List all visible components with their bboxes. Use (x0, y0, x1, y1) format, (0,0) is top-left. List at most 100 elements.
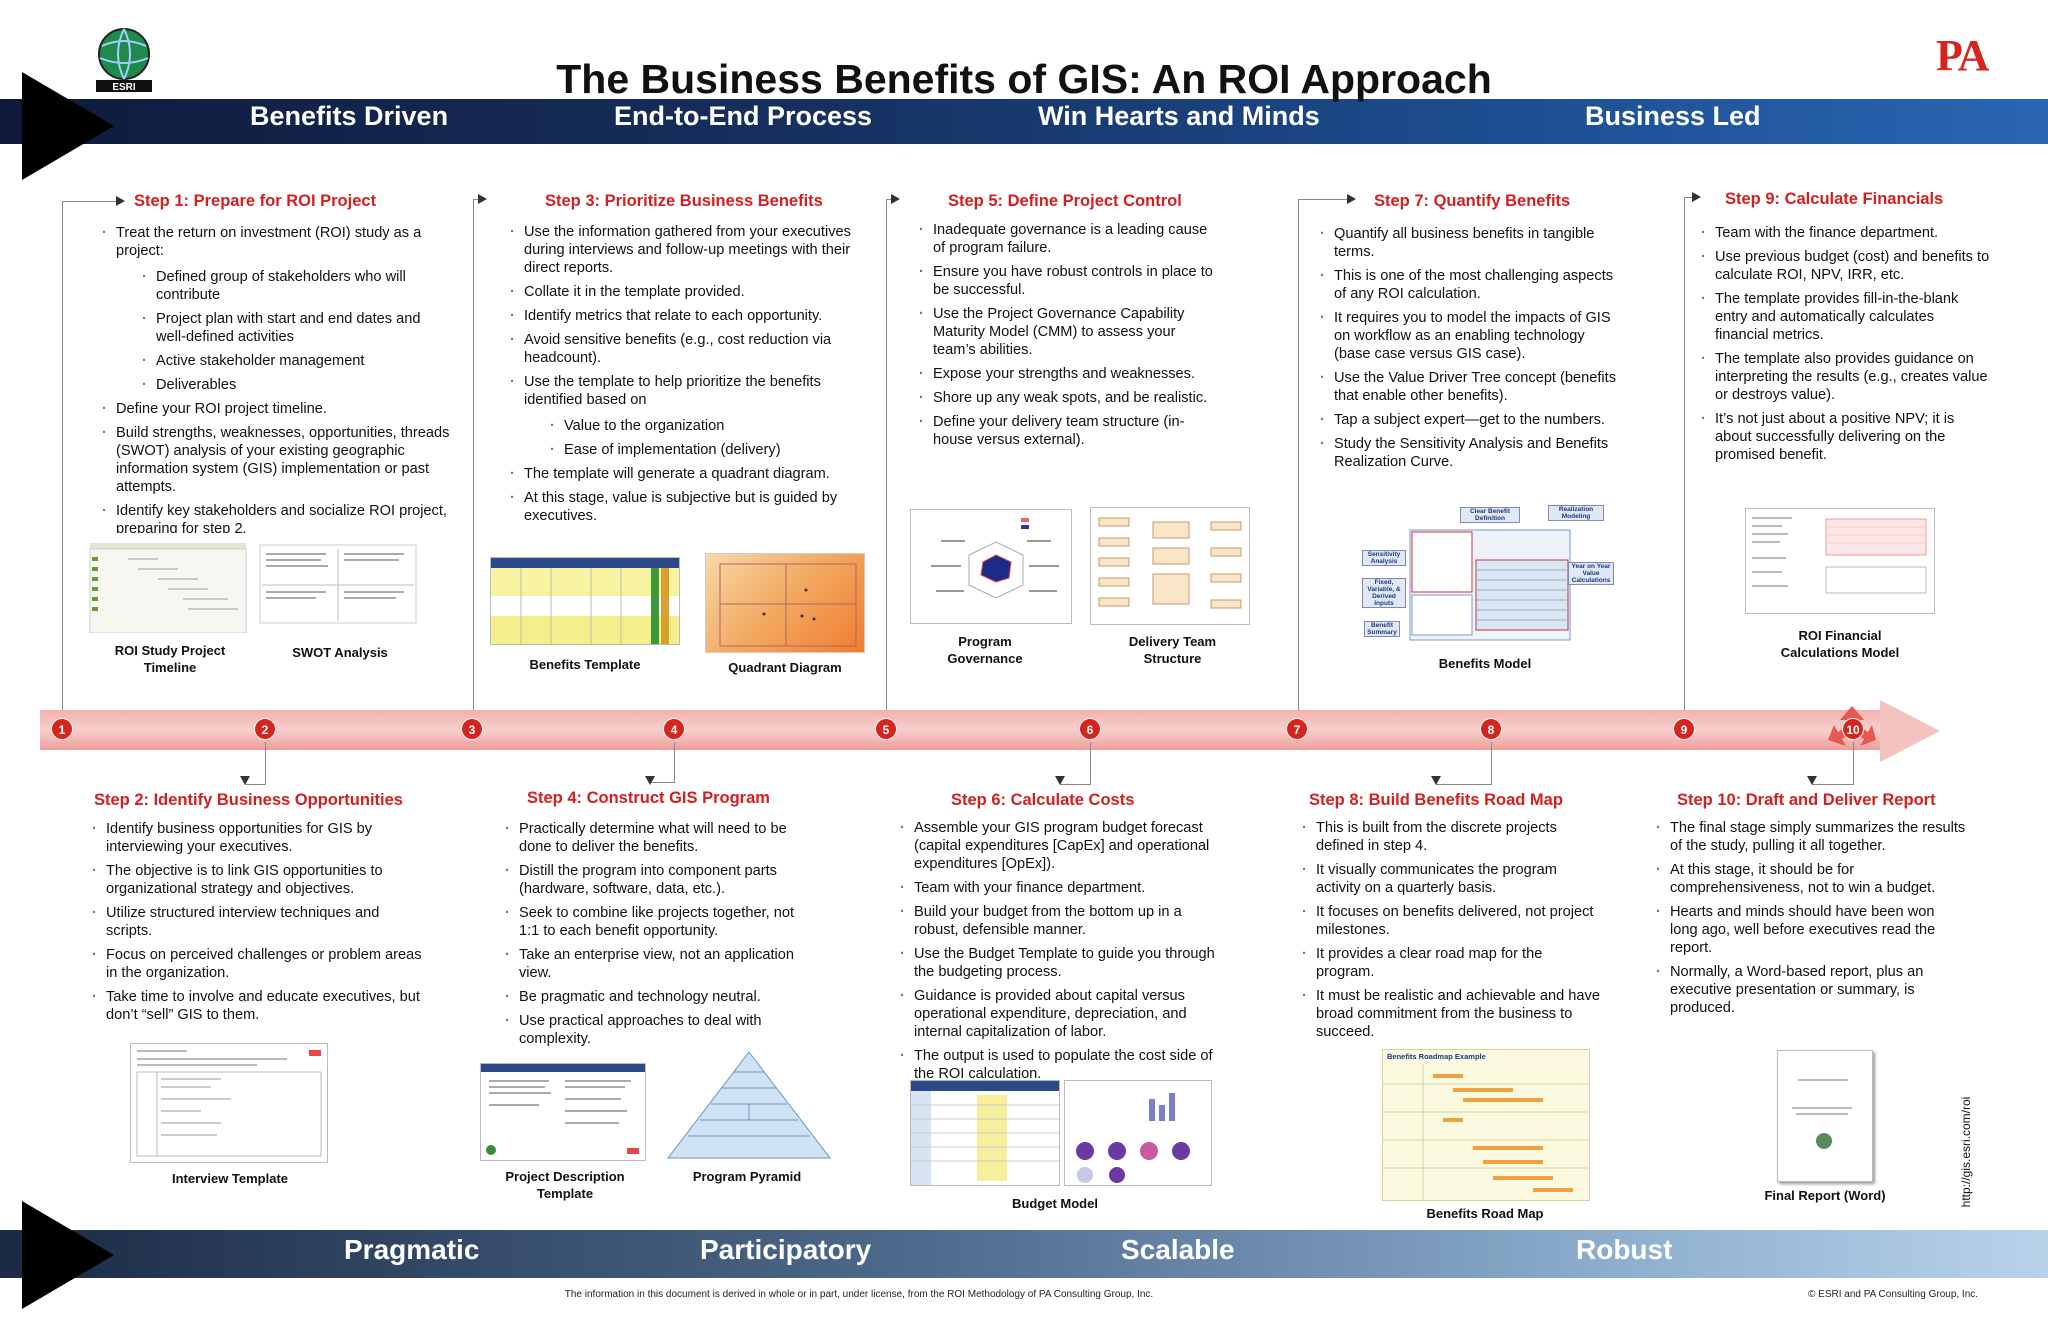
callout-clear-benefit: Clear Benefit Definition (1460, 507, 1520, 523)
step5-bullet: Expose your strengths and weaknesses. (919, 365, 1219, 383)
step3-bullet: Avoid sensitive benefits (e.g., cost red… (510, 331, 860, 367)
step4-bullet: Distill the program into component parts… (505, 862, 805, 898)
timeline-node-9: 9 (1673, 718, 1695, 740)
callout-inputs: Fixed, Variable, & Derived Inputs (1362, 578, 1406, 608)
swot-thumbnail (258, 535, 418, 625)
caption-budget-model: Budget Model (1012, 1196, 1098, 1211)
step10-bullet: At this stage, it should be for comprehe… (1656, 861, 1966, 897)
roi-timeline-thumbnail (88, 533, 248, 634)
connector (1853, 742, 1854, 784)
step3-title: Step 3: Prioritize Business Benefits (545, 192, 823, 210)
step2-bullet: Identify business opportunities for GIS … (92, 820, 422, 856)
step3-bullet: Collate it in the template provided. (510, 283, 860, 301)
theme-business-led: Business Led (1585, 101, 1761, 131)
timeline-node-5: 5 (875, 718, 897, 740)
principles-band (0, 1230, 2048, 1278)
arrow-icon (1431, 776, 1441, 785)
step3-bullet: Identify metrics that relate to each opp… (510, 307, 860, 325)
connector (1812, 784, 1854, 785)
benefits-model-thumbnail (1360, 500, 1620, 650)
step2-title: Step 2: Identify Business Opportunities (94, 791, 403, 809)
connector (473, 199, 474, 721)
caption-quadrant: Quadrant Diagram (728, 660, 842, 675)
connector (650, 782, 675, 783)
arrow-icon (645, 776, 655, 785)
step4-bullet: Take an enterprise view, not an applicat… (505, 946, 805, 982)
principle-participatory: Participatory (700, 1234, 872, 1265)
arrow-icon (240, 776, 250, 785)
step7-bullet: This is one of the most challenging aspe… (1320, 267, 1620, 303)
step2-bullet: The objective is to link GIS opportuniti… (92, 862, 422, 898)
connector (473, 199, 479, 200)
arrow-icon (478, 194, 487, 204)
step7-title: Step 7: Quantify Benefits (1374, 192, 1571, 210)
step6-bullet: Use the Budget Template to guide you thr… (900, 945, 1220, 981)
step5-bullet: Ensure you have robust controls in place… (919, 263, 1219, 299)
step5-bullet: Define your delivery team structure (in-… (919, 413, 1219, 449)
arrow-icon (1807, 776, 1817, 785)
caption-interview: Interview Template (171, 1171, 289, 1186)
timeline-arrowhead (1880, 700, 1940, 762)
step3-sub: Ease of implementation (delivery) (550, 441, 860, 459)
step4-bullet: Use practical approaches to deal with co… (505, 1012, 805, 1048)
principle-robust: Robust (1576, 1234, 1673, 1265)
svg-text:ESRI: ESRI (112, 82, 136, 93)
timeline-node-1: 1 (51, 718, 73, 740)
step1-sub: Project plan with start and end dates an… (142, 310, 452, 346)
step2-bullet: Take time to involve and educate executi… (92, 988, 422, 1024)
caption-financials: ROI Financial Calculations Model (1780, 628, 1900, 660)
step4-bullet: Seek to combine like projects together, … (505, 904, 805, 940)
theme-benefits-driven: Benefits Driven (250, 101, 449, 131)
caption-final-report: Final Report (Word) (1764, 1188, 1886, 1203)
arrow-icon (1055, 776, 1065, 785)
step5-bullet: Use the Project Governance Capability Ma… (919, 305, 1219, 359)
quadrant-diagram-thumbnail (705, 553, 865, 653)
step5-bullets: Inadequate governance is a leading cause… (919, 221, 1219, 455)
financials-thumbnail (1745, 508, 1935, 614)
step8-bullet: This is built from the discrete projects… (1302, 819, 1602, 855)
project-description-thumbnail (480, 1063, 646, 1161)
step3-sub: Value to the organization (550, 417, 860, 435)
theme-band (0, 99, 2048, 144)
arrow-icon (1692, 192, 1701, 202)
step3-bullets: Use the information gathered from your e… (510, 223, 860, 531)
step10-bullet: Hearts and minds should have been won lo… (1656, 903, 1966, 957)
step3-bullet: Use the information gathered from your e… (510, 223, 860, 277)
step1-bullets: Treat the return on investment (ROI) stu… (102, 224, 452, 544)
step10-bullet: Normally, a Word-based report, plus an e… (1656, 963, 1966, 1017)
principle-scalable: Scalable (1121, 1234, 1235, 1265)
step4-bullet: Be pragmatic and technology neutral. (505, 988, 805, 1006)
final-report-thumbnail (1777, 1050, 1873, 1182)
step7-bullet: Study the Sensitivity Analysis and Benef… (1320, 435, 1620, 471)
connector (886, 199, 892, 200)
benefits-template-thumbnail (490, 557, 680, 645)
connector (245, 784, 266, 785)
step3-bullet: The template will generate a quadrant di… (510, 465, 860, 483)
step5-bullet: Shore up any weak spots, and be realisti… (919, 389, 1219, 407)
step4-title: Step 4: Construct GIS Program (527, 789, 770, 807)
step6-bullet: Build your budget from the bottom up in … (900, 903, 1220, 939)
caption-roi-timeline: ROI Study Project Timeline (114, 643, 226, 675)
timeline-bar (40, 710, 1890, 750)
step2-bullets: Identify business opportunities for GIS … (92, 820, 422, 1030)
step1-sub: Defined group of stakeholders who will c… (142, 268, 452, 304)
timeline-node-8: 8 (1480, 718, 1502, 740)
timeline-node-4: 4 (663, 718, 685, 740)
step7-bullets: Quantify all business benefits in tangib… (1320, 225, 1620, 477)
step8-bullet: It must be realistic and achievable and … (1302, 987, 1602, 1041)
step1-bullet: Define your ROI project timeline. (102, 400, 452, 418)
pa-logo: PA (1936, 31, 1989, 80)
step7-bullet: Tap a subject expert—get to the numbers. (1320, 411, 1620, 429)
budget-model-thumbnail (910, 1080, 1060, 1186)
arrow-icon (116, 196, 125, 206)
step2-bullet: Utilize structured interview techniques … (92, 904, 422, 940)
step8-bullets: This is built from the discrete projects… (1302, 819, 1602, 1047)
step8-title: Step 8: Build Benefits Road Map (1309, 791, 1563, 809)
program-pyramid-thumbnail (666, 1050, 832, 1160)
caption-project-description: Project Description Template (505, 1169, 625, 1201)
principle-pragmatic: Pragmatic (344, 1234, 480, 1265)
step1-bullet: Build strengths, weaknesses, opportuniti… (102, 424, 452, 496)
step7-bullet: Use the Value Driver Tree concept (benef… (1320, 369, 1620, 405)
budget-charts-thumbnail (1064, 1080, 1212, 1186)
arrow-icon (891, 194, 900, 204)
